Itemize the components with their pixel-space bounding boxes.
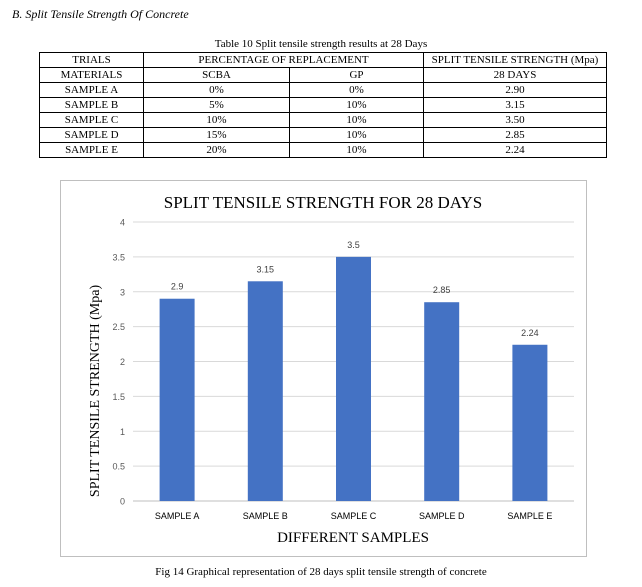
section-heading: B. Split Tensile Strength Of Concrete [12,7,189,21]
subheader-scba: SCBA [143,67,290,83]
table-row: SAMPLE B 5% 10% 3.15 [39,97,607,113]
cell-gp: 10% [289,142,424,158]
data-label: 2.24 [521,328,539,338]
table-header-row: TRIALS PERCENTAGE OF REPLACEMENT SPLIT T… [39,52,607,68]
x-axis-label: DIFFERENT SAMPLES [277,530,429,546]
header-trials: TRIALS [39,52,144,68]
y-tick-labels: 0 0.5 1 1.5 2 2.5 3 3.5 4 [112,218,125,507]
bar [512,344,548,501]
y-tick-label: 3.5 [112,252,125,262]
cell-strength: 2.24 [423,142,607,158]
cell-strength: 3.15 [423,97,607,113]
cell-strength: 2.90 [423,82,607,98]
cell-sample: SAMPLE C [39,112,144,128]
chart-container: SPLIT TENSILE STRENGTH FOR 28 DAYS DIFFE… [60,180,587,557]
table-subheader-row: MATERIALS SCBA GP 28 DAYS [39,67,607,83]
figure-caption: Fig 14 Graphical representation of 28 da… [155,566,487,578]
cell-strength: 2.85 [423,127,607,143]
y-tick-label: 0 [120,497,125,507]
x-tick-labels: SAMPLE A SAMPLE B SAMPLE C SAMPLE D SAMPLE E [155,511,553,521]
chart-title: SPLIT TENSILE STRENGTH FOR 28 DAYS [164,193,482,212]
subheader-gp: GP [289,67,424,83]
bar [424,302,460,501]
y-tick-label: 4 [120,218,125,228]
bar [247,281,283,501]
x-tick-label: SAMPLE D [419,511,465,521]
data-labels: 2.9 3.15 3.5 2.85 2.24 [171,240,539,338]
cell-scba: 20% [143,142,290,158]
cell-scba: 0% [143,82,290,98]
bar-chart: SPLIT TENSILE STRENGTH FOR 28 DAYS DIFFE… [88,193,574,546]
data-label: 3.5 [347,240,360,250]
cell-gp: 10% [289,97,424,113]
y-tick-label: 1.5 [112,392,125,402]
data-label: 3.15 [257,264,275,274]
cell-gp: 10% [289,127,424,143]
table-row: SAMPLE E 20% 10% 2.24 [39,142,607,158]
bar [159,298,195,501]
cell-sample: SAMPLE A [39,82,144,98]
table-title: Table 10 Split tensile strength results … [214,38,428,50]
subheader-materials: MATERIALS [39,67,144,83]
header-strength: SPLIT TENSILE STRENGTH (Mpa) [423,52,607,68]
x-tick-label: SAMPLE E [507,511,552,521]
y-tick-label: 3 [120,287,125,297]
cell-sample: SAMPLE D [39,127,144,143]
data-label: 2.85 [433,285,451,295]
subheader-days: 28 DAYS [423,67,607,83]
cell-scba: 15% [143,127,290,143]
x-tick-label: SAMPLE A [155,511,200,521]
cell-sample: SAMPLE E [39,142,144,158]
cell-sample: SAMPLE B [39,97,144,113]
y-axis-label: SPLIT TENSILE STRENGTH (Mpa) [88,285,103,498]
y-tick-label: 2 [120,357,125,367]
table-row: SAMPLE A 0% 0% 2.90 [39,82,607,98]
data-label: 2.9 [171,282,184,292]
table-row: SAMPLE D 15% 10% 2.85 [39,127,607,143]
results-table: TRIALS PERCENTAGE OF REPLACEMENT SPLIT T… [39,52,607,158]
y-tick-label: 1 [120,427,125,437]
cell-gp: 10% [289,112,424,128]
cell-scba: 10% [143,112,290,128]
bars [159,256,548,501]
bar [336,256,371,501]
cell-gp: 0% [289,82,424,98]
header-percentage: PERCENTAGE OF REPLACEMENT [143,52,424,68]
cell-strength: 3.50 [423,112,607,128]
x-tick-label: SAMPLE B [243,511,288,521]
y-tick-label: 2.5 [112,322,125,332]
y-tick-label: 0.5 [112,462,125,472]
cell-scba: 5% [143,97,290,113]
x-tick-label: SAMPLE C [331,511,377,521]
table-row: SAMPLE C 10% 10% 3.50 [39,112,607,128]
